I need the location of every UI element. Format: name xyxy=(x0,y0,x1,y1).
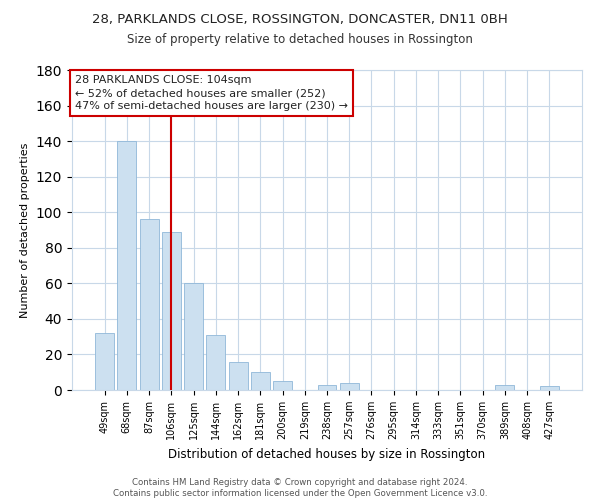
Bar xyxy=(251,372,270,390)
Bar xyxy=(118,141,136,390)
Bar xyxy=(229,362,248,390)
Text: Size of property relative to detached houses in Rossington: Size of property relative to detached ho… xyxy=(127,32,473,46)
Bar xyxy=(140,220,158,390)
Bar xyxy=(340,383,359,390)
Bar xyxy=(273,381,292,390)
X-axis label: Distribution of detached houses by size in Rossington: Distribution of detached houses by size … xyxy=(169,448,485,460)
Bar xyxy=(317,384,337,390)
Y-axis label: Number of detached properties: Number of detached properties xyxy=(20,142,30,318)
Bar xyxy=(162,232,181,390)
Text: Contains HM Land Registry data © Crown copyright and database right 2024.
Contai: Contains HM Land Registry data © Crown c… xyxy=(113,478,487,498)
Text: 28, PARKLANDS CLOSE, ROSSINGTON, DONCASTER, DN11 0BH: 28, PARKLANDS CLOSE, ROSSINGTON, DONCAST… xyxy=(92,12,508,26)
Text: 28 PARKLANDS CLOSE: 104sqm
← 52% of detached houses are smaller (252)
47% of sem: 28 PARKLANDS CLOSE: 104sqm ← 52% of deta… xyxy=(74,75,347,111)
Bar xyxy=(496,384,514,390)
Bar xyxy=(206,335,225,390)
Bar xyxy=(95,333,114,390)
Bar xyxy=(540,386,559,390)
Bar xyxy=(184,284,203,390)
